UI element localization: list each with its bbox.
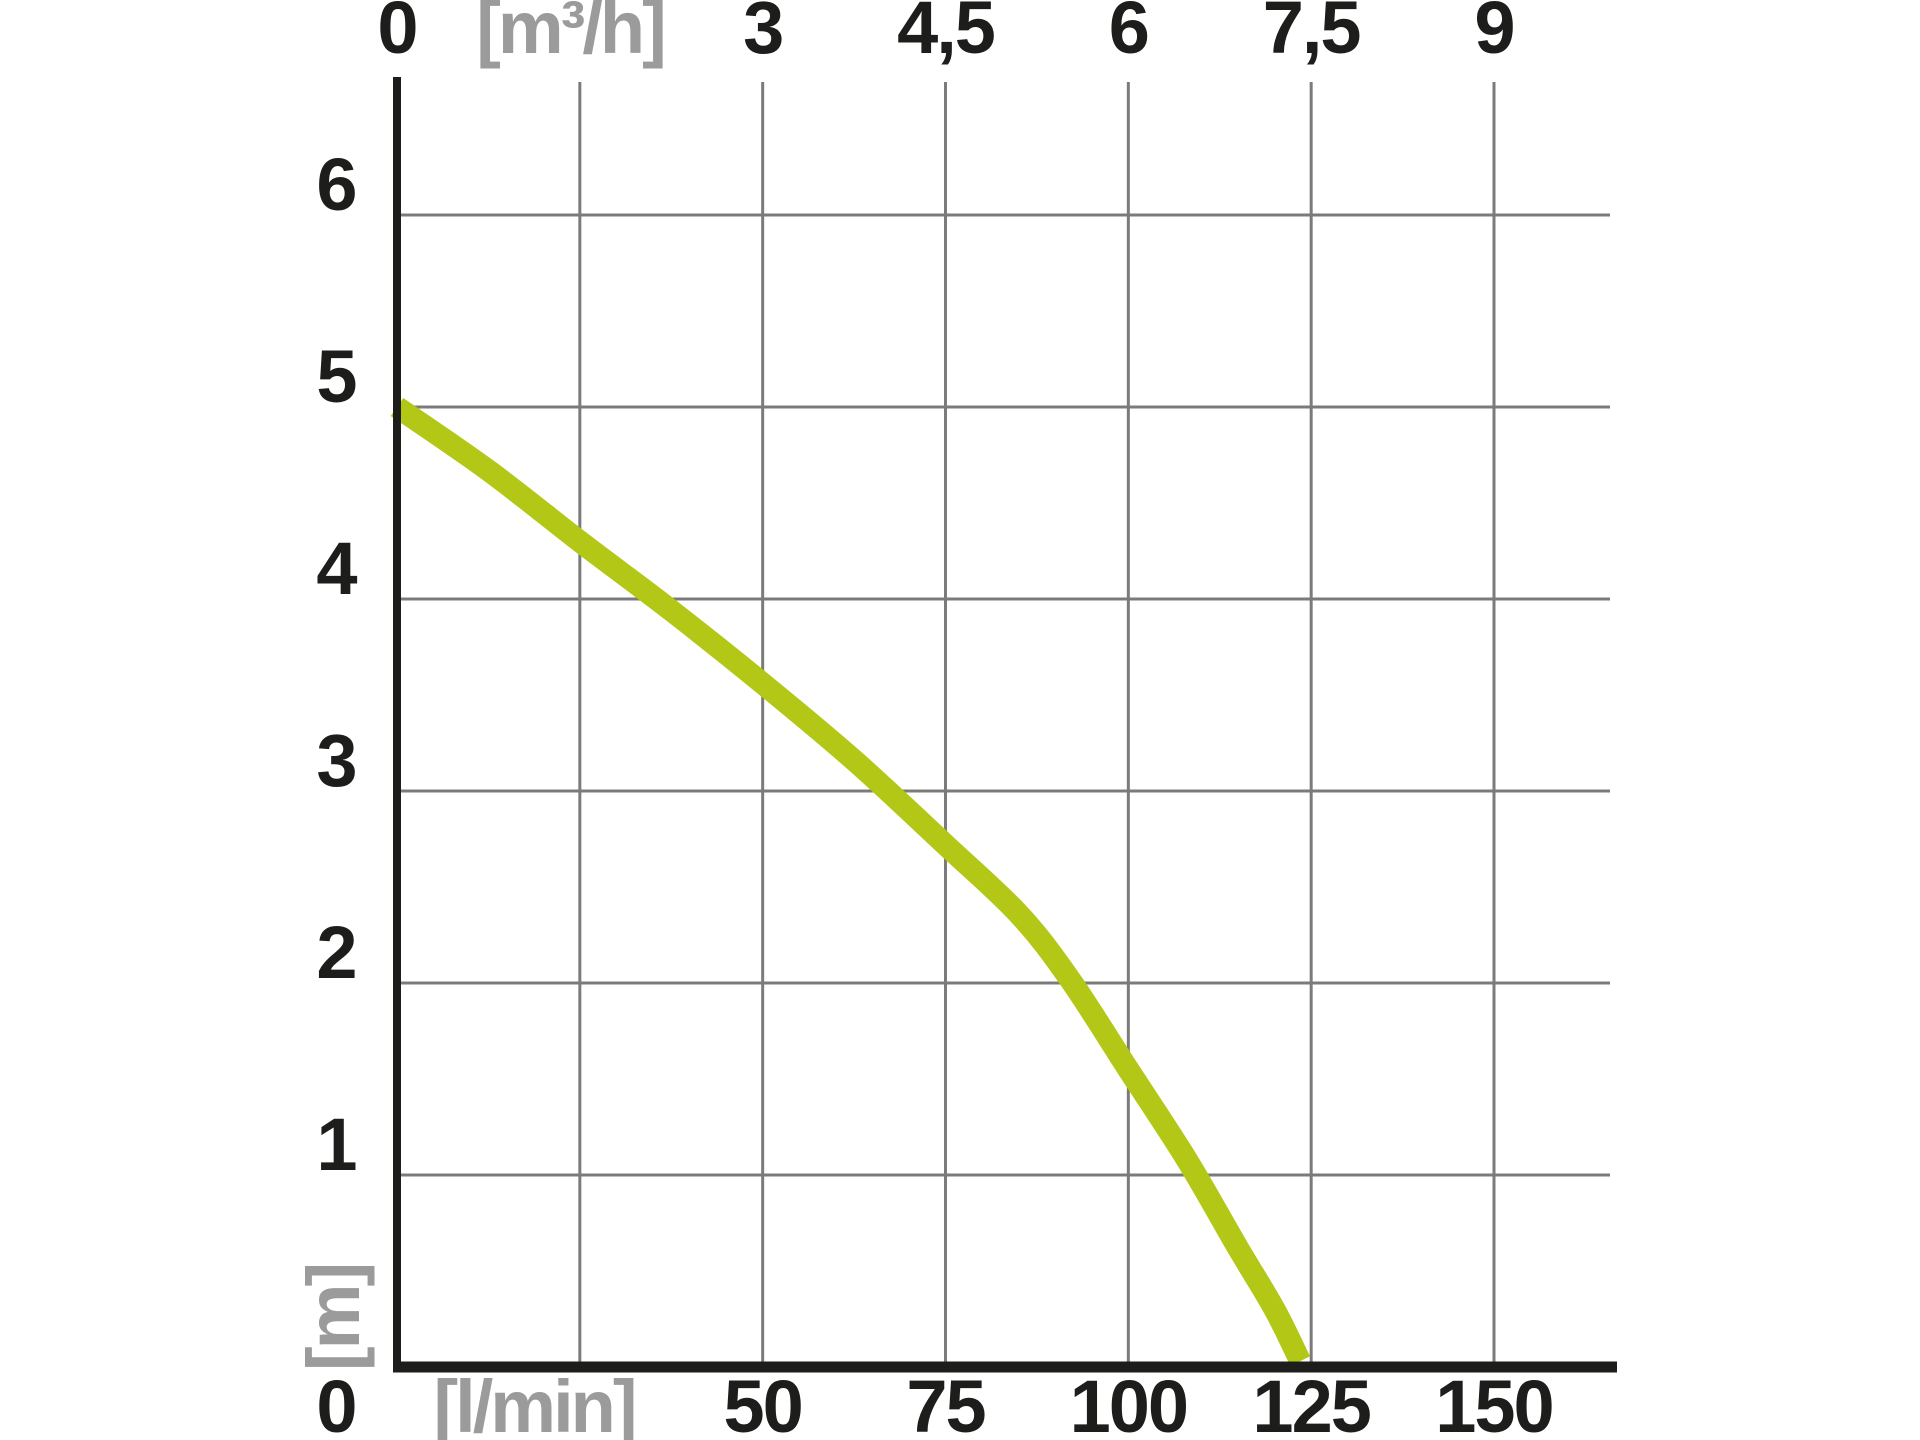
x-axis-line bbox=[393, 1361, 1617, 1373]
left-axis-tick-label: 5 bbox=[316, 335, 356, 418]
bottom-axis-tick-label: 75 bbox=[906, 1365, 985, 1440]
bottom-axis-tick-label: 50 bbox=[724, 1365, 802, 1440]
bottom-axis-tick-label: 150 bbox=[1435, 1365, 1552, 1440]
left-axis-tick-label: 2 bbox=[316, 911, 355, 994]
bottom-axis-tick-label: 100 bbox=[1070, 1365, 1187, 1440]
pump-head-curve bbox=[390, 397, 1311, 1367]
top-axis-tick-label: 4,5 bbox=[897, 0, 995, 69]
left-axis-tick-label: 3 bbox=[316, 719, 355, 802]
left-axis-unit-label: [m] bbox=[292, 1265, 375, 1371]
bottom-axis-unit-label: [l/min] bbox=[434, 1365, 635, 1440]
gridlines bbox=[397, 82, 1610, 1367]
left-axis-tick-label: 1 bbox=[316, 1103, 356, 1186]
bottom-axis-tick-label: 125 bbox=[1252, 1365, 1370, 1440]
left-axis-tick-label: 6 bbox=[316, 143, 355, 226]
origin-label: 0 bbox=[316, 1365, 355, 1440]
top-axis-tick-label: 0 bbox=[377, 0, 416, 69]
top-axis-tick-label: 3 bbox=[743, 0, 782, 69]
top-axis-tick-label: 6 bbox=[1109, 0, 1148, 69]
y-axis-line bbox=[393, 77, 401, 1373]
top-axis-tick-label: 7,5 bbox=[1263, 0, 1361, 69]
left-axis-tick-label: 4 bbox=[316, 527, 357, 610]
top-axis-tick-label: 9 bbox=[1474, 0, 1513, 69]
top-axis-unit-label: [m³/h] bbox=[476, 0, 664, 69]
